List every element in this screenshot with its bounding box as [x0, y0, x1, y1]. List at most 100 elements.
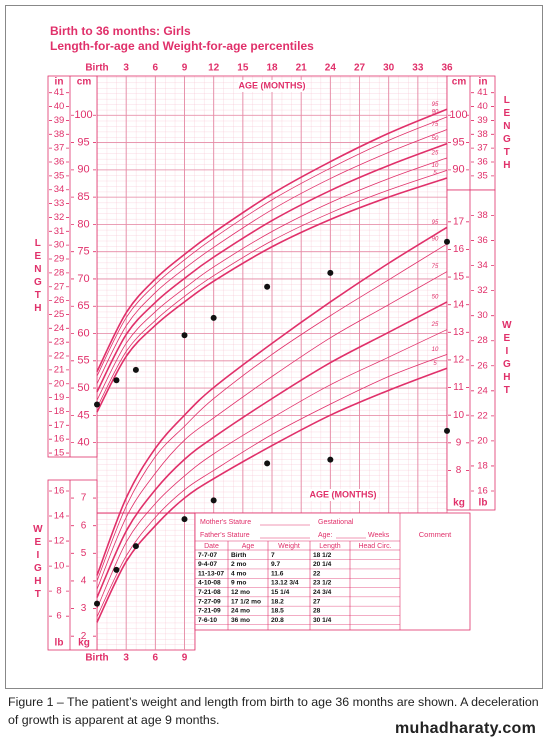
- y-tick-label: 34: [54, 184, 65, 195]
- y-tick-label: 80: [77, 218, 89, 230]
- y-tick-label: 90: [452, 164, 464, 176]
- y-tick-label: 38: [477, 129, 488, 140]
- y-tick-label: 40: [477, 101, 488, 112]
- percentile-label: 75: [432, 122, 439, 128]
- y-tick-label: 17: [54, 420, 65, 431]
- scale-box: [47, 479, 98, 651]
- y-tick-label: 32: [477, 285, 488, 296]
- y-tick-label: 19: [54, 392, 65, 403]
- y-tick-label: 50: [77, 382, 89, 394]
- y-tick-label: 36: [477, 235, 488, 246]
- weight-point: [181, 516, 188, 523]
- length-point: [94, 401, 100, 408]
- percentile-label: 10: [432, 347, 439, 353]
- y-tick-label: 14: [54, 511, 65, 522]
- y-tick-label: 4: [81, 576, 87, 587]
- percentile-label: 90: [432, 236, 439, 242]
- percentile-curve: [96, 170, 448, 408]
- length-point: [444, 238, 450, 245]
- y-tick-label: 100: [74, 109, 92, 121]
- y-tick-label: 36: [477, 157, 488, 168]
- y-tick-label: 36: [54, 157, 65, 168]
- y-tick-label: 29: [54, 254, 65, 265]
- axis-title: WEIGHT: [501, 320, 512, 398]
- y-tick-label: 22: [54, 351, 65, 362]
- chart-title: Birth to 36 months: Girls: [50, 24, 191, 38]
- x-tick-label: Birth: [85, 63, 108, 74]
- x-tick-label: 27: [354, 63, 366, 74]
- x-tick-label: 18: [266, 63, 278, 74]
- x-tick-label: 30: [383, 63, 395, 74]
- percentile-label: 5: [433, 361, 437, 367]
- unit-label: kg: [78, 638, 90, 649]
- table-field: Comment: [419, 530, 452, 539]
- table-cell: 7-27-09: [198, 598, 221, 605]
- percentile-curve: [96, 129, 448, 384]
- length-point: [327, 269, 334, 276]
- table-cell: 2 mo: [231, 561, 246, 568]
- y-tick-label: 16: [54, 434, 65, 445]
- y-tick-label: 24: [54, 323, 65, 334]
- y-tick-label: 32: [54, 212, 65, 223]
- table-cell: 9-4-07: [198, 561, 217, 568]
- percentile-curve: [96, 243, 448, 582]
- y-tick-label: 5: [81, 548, 87, 559]
- y-tick-label: 21: [54, 364, 65, 375]
- table-cell: 18.2: [271, 598, 284, 605]
- y-tick-label: 40: [77, 437, 89, 449]
- percentile-label: 10: [432, 163, 439, 169]
- percentile-curve: [96, 116, 448, 377]
- x-tick-label: 33: [412, 63, 424, 74]
- y-tick-label: 13: [453, 327, 465, 338]
- x-tick-label: 36: [441, 63, 453, 74]
- y-tick-label: 39: [477, 115, 488, 126]
- length-point: [181, 332, 188, 339]
- table-cell: Birth: [231, 552, 246, 559]
- y-tick-label: 95: [77, 136, 89, 148]
- table-cell: 4-10-08: [198, 580, 221, 587]
- x-tick-label: 3: [123, 63, 129, 74]
- percentile-curve: [96, 142, 448, 393]
- percentile-label: 95: [432, 102, 439, 108]
- table-field: Mother's Stature: [200, 519, 251, 526]
- unit-label: cm: [77, 77, 92, 88]
- unit-label: kg: [453, 498, 465, 509]
- weight-point: [132, 543, 139, 550]
- x-axis-title: AGE (MONTHS): [310, 489, 377, 499]
- y-tick-label: 8: [456, 465, 462, 476]
- y-tick-label: 34: [477, 260, 488, 271]
- x-tick-label: 24: [325, 63, 337, 74]
- y-tick-label: 10: [453, 410, 465, 421]
- y-tick-label: 2: [81, 631, 87, 642]
- x-tick-label: 9: [182, 63, 188, 74]
- y-tick-label: 6: [81, 520, 87, 531]
- y-tick-label: 75: [77, 246, 89, 258]
- scale-box: [446, 189, 496, 511]
- y-tick-label: 26: [477, 360, 488, 371]
- y-tick-label: 14: [453, 299, 465, 310]
- y-tick-label: 90: [77, 164, 89, 176]
- x-tick-label: 12: [208, 63, 220, 74]
- table-cell: 17 1/2 mo: [231, 598, 261, 605]
- growth-chart: Birth to 36 months: Girls Length-for-age…: [5, 5, 543, 689]
- label-bg: [238, 80, 306, 92]
- percentile-label: 50: [432, 136, 439, 142]
- table-cell: 24 mo: [231, 608, 250, 615]
- table-cell: 18.5: [271, 608, 284, 615]
- percentile-curve: [96, 271, 448, 590]
- y-tick-label: 22: [477, 410, 488, 421]
- y-tick-label: 28: [477, 335, 488, 346]
- y-tick-label: 30: [54, 240, 65, 251]
- weight-point: [444, 427, 450, 434]
- table-cell: 23 1/2: [313, 580, 332, 587]
- table-cell: 13.12 3/4: [271, 580, 299, 587]
- percentile-label: 5: [433, 171, 437, 177]
- y-tick-label: 25: [54, 309, 65, 320]
- y-tick-label: 85: [77, 191, 89, 203]
- percentile-curve: [96, 329, 448, 609]
- y-tick-label: 37: [54, 143, 65, 154]
- y-tick-label: 60: [77, 327, 89, 339]
- length-point: [132, 366, 139, 373]
- table-header: Date: [204, 543, 219, 550]
